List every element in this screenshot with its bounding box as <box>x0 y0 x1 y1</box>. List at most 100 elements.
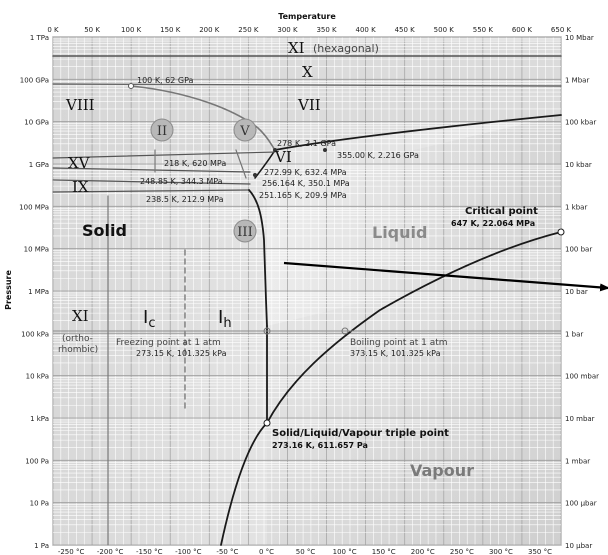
pascal-tick-label: 1 kPa <box>30 415 49 423</box>
annotation-100k-62gpa: 100 K, 62 GPa <box>137 76 194 85</box>
celsius-tick-label: 150 °C <box>372 548 396 555</box>
triple-point-marker <box>263 419 271 427</box>
celsius-tick-label: 350 °C <box>528 548 552 555</box>
boundary-liquid-vapour <box>266 231 562 424</box>
pascal-tick-label: 1 Pa <box>34 542 49 550</box>
y-axis-title: Pressure <box>4 270 13 310</box>
pascal-tick-label: 100 GPa <box>20 76 49 84</box>
bar-tick-label: 10 µbar <box>565 542 592 550</box>
pascal-tick-label: 1 MPa <box>28 288 49 296</box>
bar-tick-label: 1 kbar <box>565 203 587 211</box>
bar-tick-label: 10 mbar <box>565 415 595 423</box>
bar-tick-label: 1 bar <box>565 330 583 338</box>
kelvin-tick-label: 500 K <box>434 26 455 34</box>
phase-label-xi-ortho-note2: rhombic) <box>58 345 98 355</box>
bar-tick-label: 100 kbar <box>565 119 596 127</box>
celsius-tick-label: 250 °C <box>450 548 474 555</box>
bar-tick-label: 100 bar <box>565 246 592 254</box>
pascal-tick-labels: 1 TPa 100 GPa 10 GPa 1 GPa 100 MPa 10 MPa 1 MP… <box>19 34 49 550</box>
point-100k-62gpa <box>128 83 134 89</box>
boundary-ii-vi <box>52 167 251 173</box>
pascal-tick-label: 100 MPa <box>19 203 49 211</box>
annotation-251k: 251.165 K, 209.9 MPa <box>259 191 347 200</box>
triple-point-title: Solid/Liquid/Vapour triple point <box>272 428 449 439</box>
annotation-278k: 278 K, 2.1 GPa <box>277 139 336 148</box>
point-355k <box>323 148 327 152</box>
freezing-point-title: Freezing point at 1 atm <box>116 338 221 348</box>
boiling-point-value: 373.15 K, 101.325 kPa <box>350 349 441 358</box>
boundary-xv <box>52 151 276 159</box>
pascal-tick-label: 10 GPa <box>24 119 49 127</box>
boundary-vii-liquid <box>274 114 562 151</box>
annotation-355k: 355.00 K, 2.216 GPa <box>337 151 419 160</box>
critical-point-marker <box>557 228 565 236</box>
boundary-solid-vapour <box>220 422 268 546</box>
phase-label-iii: III <box>237 225 252 240</box>
celsius-tick-label: -250 °C <box>58 548 85 555</box>
phase-label-xi-hex-note: (hexagonal) <box>313 42 379 55</box>
phase-label-xi-ortho: XI <box>72 307 89 325</box>
bar-tick-label: 1 Mbar <box>565 76 589 84</box>
kelvin-tick-label: 300 K <box>277 26 298 34</box>
kelvin-tick-label: 50 K <box>84 26 100 34</box>
bar-tick-label: 100 µbar <box>565 500 597 508</box>
phase-label-vapour: Vapour <box>410 461 474 480</box>
annotation-272k: 272.99 K, 632.4 MPa <box>264 168 347 177</box>
bar-tick-label: 100 mbar <box>565 373 599 381</box>
grid <box>52 36 562 546</box>
annotation-248k: 248.85 K, 344.3 MPa <box>140 177 223 186</box>
phase-label-vii: VII <box>297 96 321 114</box>
pascal-tick-label: 10 Pa <box>30 500 49 508</box>
freezing-point-marker <box>263 327 271 335</box>
kelvin-tick-label: 0 K <box>47 26 59 34</box>
phase-label-xi-ortho-note1: (ortho- <box>62 334 93 344</box>
bar-tick-label: 1 mbar <box>565 457 590 465</box>
phase-label-ih: Ih <box>218 307 232 331</box>
celsius-tick-label: -200 °C <box>97 548 124 555</box>
x-axis-title: Temperature <box>278 12 336 21</box>
phase-label-viii: VIII <box>65 96 95 114</box>
celsius-tick-labels: -250 °C -200 °C -150 °C -100 °C -50 °C 0 °C 50… <box>58 548 552 555</box>
phase-label-xi-hex: XI <box>288 39 305 57</box>
phase-label-x: X <box>302 63 313 81</box>
boundary-v <box>235 149 247 179</box>
kelvin-tick-labels: 0 K 50 K 100 K 150 K 200 K 250 K 300 K 350 K 400… <box>47 26 571 34</box>
annotation-218k: 218 K, 620 MPa <box>164 159 226 168</box>
annotation-256k: 256.164 K, 350.1 MPa <box>262 179 350 188</box>
critical-point-title: Critical point <box>465 206 538 217</box>
kelvin-tick-label: 600 K <box>512 26 533 34</box>
key-points <box>128 83 565 427</box>
phase-label-v: V <box>239 124 250 139</box>
kelvin-tick-label: 200 K <box>199 26 220 34</box>
celsius-tick-label: -100 °C <box>175 548 202 555</box>
phase-label-ix: IX <box>72 178 89 196</box>
phase-circle-v <box>233 118 257 142</box>
kelvin-tick-label: 150 K <box>160 26 181 34</box>
point-278k <box>273 148 277 152</box>
liquid-region-shade <box>267 115 561 326</box>
freezing-point-value: 273.15 K, 101.325 kPa <box>136 349 227 358</box>
phase-label-xv: XV <box>68 154 91 172</box>
boundary-ix <box>52 179 251 185</box>
boiling-point-title: Boiling point at 1 atm <box>350 338 448 348</box>
kelvin-tick-label: 350 K <box>316 26 337 34</box>
celsius-tick-label: 200 °C <box>411 548 435 555</box>
boundary-ix-low <box>52 189 249 193</box>
phase-circles <box>150 118 257 243</box>
pascal-tick-label: 10 kPa <box>26 373 49 381</box>
phase-label-liquid: Liquid <box>372 223 427 242</box>
pascal-tick-label: 100 Pa <box>25 457 49 465</box>
bar-tick-label: 10 kbar <box>565 161 592 169</box>
bar-tick-label: 10 bar <box>565 288 588 296</box>
celsius-tick-label: 50 °C <box>296 548 316 555</box>
pascal-tick-label: 1 GPa <box>29 161 49 169</box>
kelvin-tick-label: 100 K <box>121 26 142 34</box>
phase-label-vi: VI <box>274 148 292 166</box>
boundary-x-vii <box>52 83 562 87</box>
phase-label-ic: Ic <box>143 307 155 331</box>
celsius-tick-label: 300 °C <box>489 548 513 555</box>
phase-circle-iii <box>233 219 257 243</box>
bar-tick-labels: 10 Mbar 1 Mbar 100 kbar 10 kbar 1 kbar 100 ba… <box>565 34 599 550</box>
celsius-tick-label: 100 °C <box>333 548 357 555</box>
